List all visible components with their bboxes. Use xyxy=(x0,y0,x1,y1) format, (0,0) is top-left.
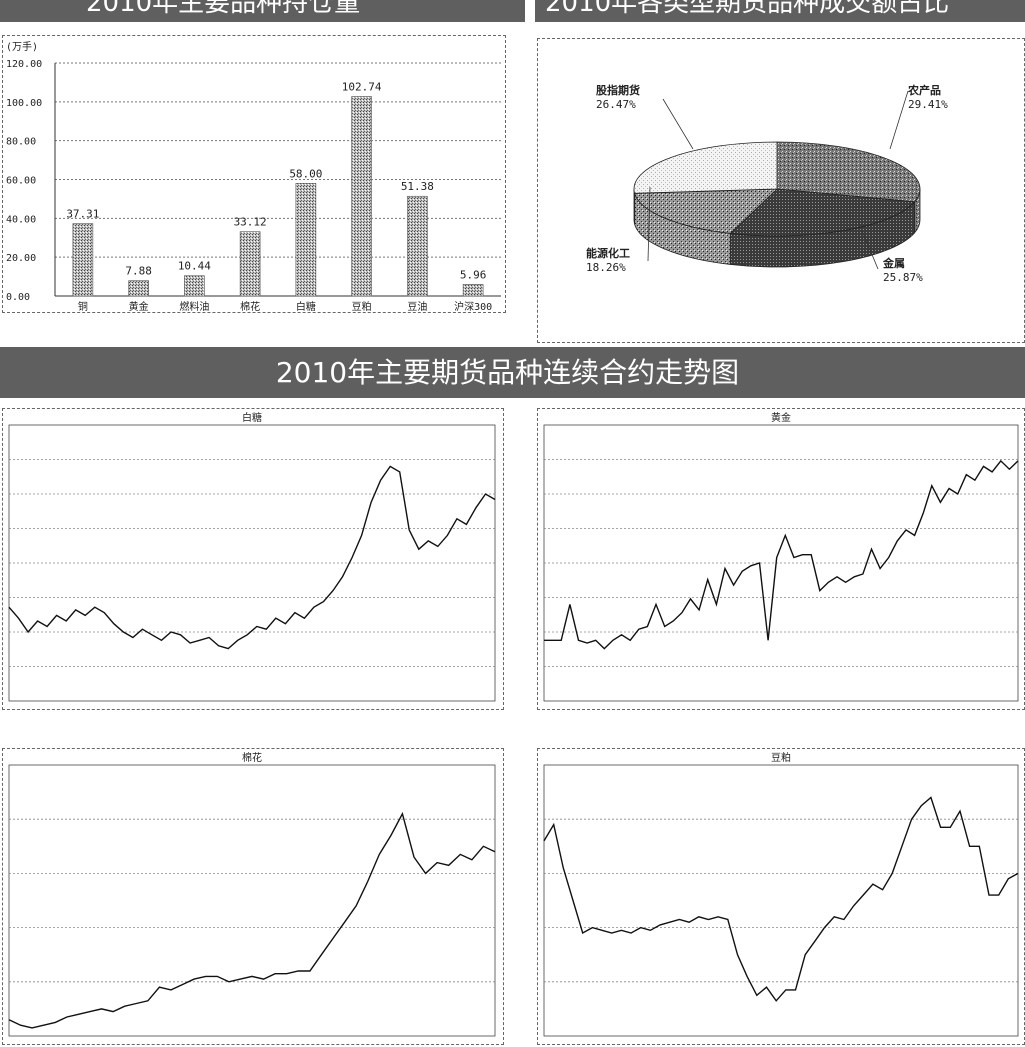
bar-value-label: 58.00 xyxy=(289,167,322,180)
sugar-line-chart: 白糖 xyxy=(8,411,496,702)
y-tick-label: 80.00 xyxy=(6,137,36,148)
bar-value-label: 5.96 xyxy=(460,268,487,281)
bar xyxy=(407,195,428,297)
soymeal-line-panel: 豆粕 xyxy=(537,748,1025,1045)
y-tick-label: 0.00 xyxy=(6,292,30,303)
sugar-line-panel: 白糖 xyxy=(2,408,504,710)
pie-slice xyxy=(729,188,916,237)
plot-frame xyxy=(8,764,496,1037)
pie-leader-line xyxy=(662,98,694,150)
x-category-label: 燃料油 xyxy=(179,300,209,312)
line-chart-title: 白糖 xyxy=(242,411,262,424)
y-tick-label: 20.00 xyxy=(6,253,36,264)
x-category-label: 沪深300 xyxy=(454,300,492,312)
pie-leader-line xyxy=(857,220,879,270)
bar xyxy=(128,280,149,297)
pie-slice xyxy=(776,141,921,203)
bar xyxy=(351,96,372,297)
pie-slice-value: 25.87% xyxy=(883,271,923,284)
pie-slice xyxy=(633,141,778,194)
x-category-label: 豆油 xyxy=(407,300,427,312)
x-category-label: 豆粕 xyxy=(352,300,372,312)
y-tick-label: 120.00 xyxy=(6,59,42,70)
x-category-label: 白糖 xyxy=(296,300,316,312)
bar-value-label: 33.12 xyxy=(234,216,267,229)
price-line xyxy=(8,465,496,650)
soymeal-line-chart: 豆粕 xyxy=(543,751,1019,1037)
y-tick-label: 60.00 xyxy=(6,176,36,187)
bar xyxy=(184,275,205,297)
bar-value-label: 51.38 xyxy=(401,180,434,193)
y-tick-label: 100.00 xyxy=(6,98,42,109)
price-line xyxy=(544,459,1019,650)
price-line xyxy=(8,811,496,1029)
banner-trend-title-text: 2010年主要期货品种连续合约走势图 xyxy=(275,356,740,389)
price-line xyxy=(543,796,1019,1002)
bar-chart-panel: (万手) 0.00 20.00 40.00 60.00 80.00 100.00 120.00… xyxy=(2,35,506,313)
bar xyxy=(239,231,261,297)
banner-position-title-text: 2010年主要品种持仓量 xyxy=(86,0,361,18)
pie-slice-label: 农产品 xyxy=(907,83,941,97)
bar xyxy=(295,183,317,297)
bar xyxy=(72,223,94,297)
line-chart-title: 豆粕 xyxy=(771,751,791,764)
y-unit-label: (万手) xyxy=(6,40,38,53)
gold-line-panel: 黄金 xyxy=(537,408,1025,710)
open-interest-bar-chart: (万手) 0.00 20.00 40.00 60.00 80.00 100.00 120.00… xyxy=(6,40,501,312)
pie-leader-line xyxy=(889,90,909,150)
bar-value-label: 7.88 xyxy=(125,265,152,278)
bar xyxy=(462,284,484,297)
y-tick-label: 40.00 xyxy=(6,214,36,225)
pie-slice-label: 能源化工 xyxy=(586,246,630,260)
pie-slice-value: 18.26% xyxy=(586,261,626,274)
plot-frame xyxy=(543,764,1019,1037)
x-category-label: 黄金 xyxy=(129,300,149,312)
cotton-line-panel: 棉花 xyxy=(2,748,504,1045)
cotton-line-chart: 棉花 xyxy=(8,751,496,1037)
gold-line-chart: 黄金 xyxy=(543,411,1019,702)
pie-slice-label: 金属 xyxy=(882,256,905,270)
pie-slice-value: 26.47% xyxy=(596,98,636,111)
pie-chart-panel: 农产品 29.41% 金属 25.87% 能源化工 18.26% 股指期货 26.47% xyxy=(537,38,1025,343)
line-chart-title: 黄金 xyxy=(771,411,791,424)
x-category-label: 铜 xyxy=(78,301,88,312)
banner-trend-title: 2010年主要期货品种连续合约走势图 xyxy=(0,347,1025,398)
x-category-label: 棉花 xyxy=(240,300,260,312)
bar-value-label: 102.74 xyxy=(342,81,382,94)
pie-slice-label: 股指期货 xyxy=(596,83,640,97)
banner-position-title: 2010年主要品种持仓量 xyxy=(0,0,525,22)
bar-value-label: 37.31 xyxy=(66,208,99,221)
banner-turnover-title-text: 2010年各类型期货品种成交额占比 xyxy=(545,0,950,18)
bar-value-label: 10.44 xyxy=(178,260,211,273)
line-chart-title: 棉花 xyxy=(242,751,262,764)
banner-turnover-title: 2010年各类型期货品种成交额占比 xyxy=(535,0,1025,22)
pie-slice-value: 29.41% xyxy=(908,98,948,111)
pie-slice xyxy=(634,188,779,234)
pie-leader-line xyxy=(647,186,651,262)
